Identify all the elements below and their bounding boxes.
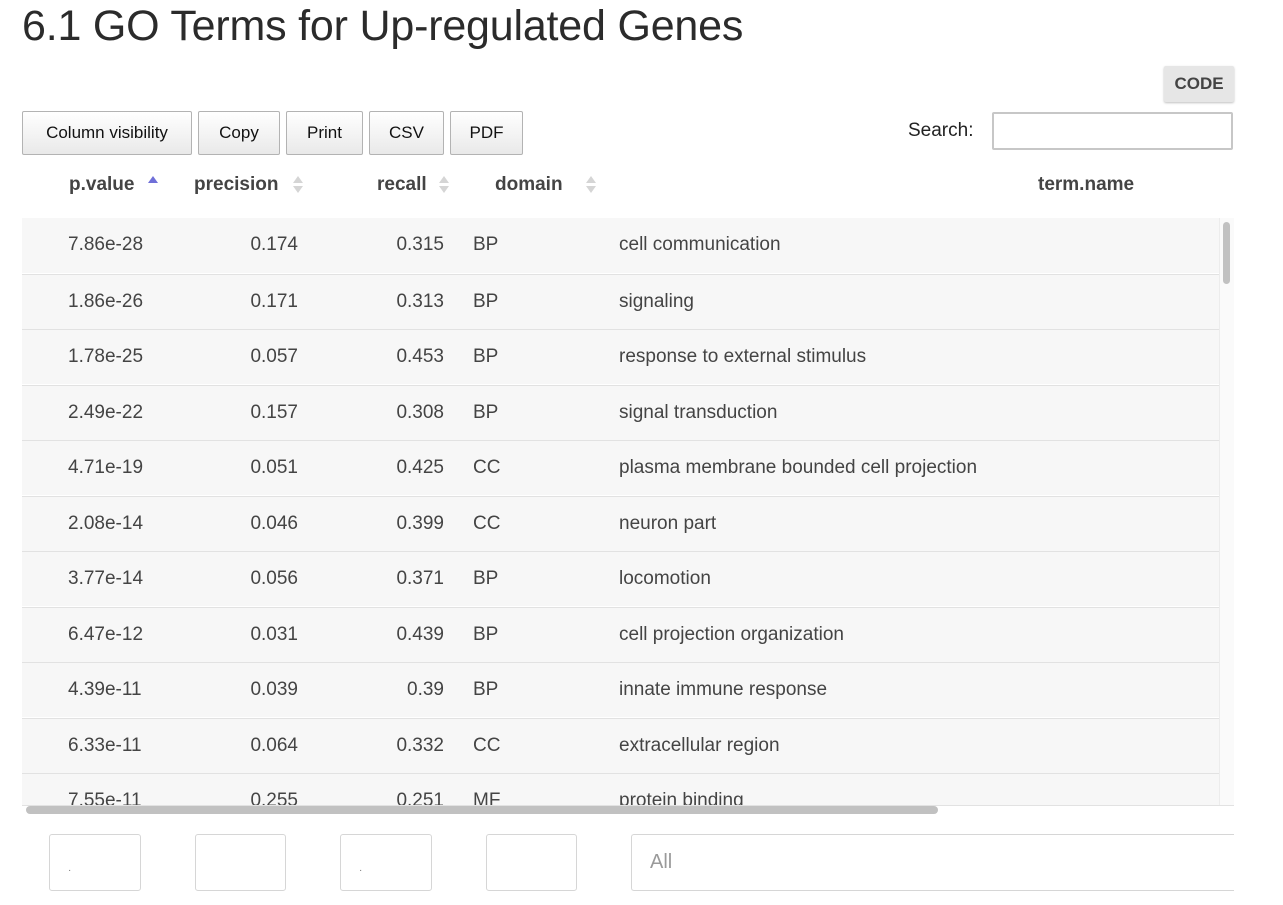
table-row[interactable]: 1.78e-25 0.057 0.453 BP response to exte… (22, 329, 1219, 384)
cell-precision: 0.039 (250, 679, 298, 700)
cell-p-value: 4.71e-19 (68, 457, 144, 478)
pdf-button[interactable]: PDF (450, 111, 523, 155)
cell-recall: 0.399 (396, 513, 444, 534)
cell-precision: 0.057 (250, 346, 298, 367)
cell-recall: 0.332 (396, 735, 444, 756)
cell-term-name: response to external stimulus (619, 346, 867, 367)
cell-precision: 0.171 (250, 291, 298, 312)
cell-domain: MF (473, 790, 501, 806)
p-value-filter[interactable]: · (49, 834, 141, 891)
cell-domain: BP (473, 291, 499, 312)
sort-ascending-icon[interactable] (148, 176, 158, 198)
sort-icon[interactable] (439, 176, 449, 198)
table-row[interactable]: 2.08e-14 0.046 0.399 CC neuron part (22, 496, 1219, 551)
domain-filter[interactable] (486, 834, 577, 891)
table-row[interactable]: 3.77e-14 0.056 0.371 BP locomotion (22, 551, 1219, 606)
vertical-scrollbar-track[interactable] (1219, 218, 1234, 805)
table-row[interactable]: 7.55e-11 0.255 0.251 MF protein binding (22, 773, 1219, 806)
cell-term-name: cell projection organization (619, 624, 844, 645)
cell-p-value: 2.08e-14 (68, 513, 144, 534)
cell-term-name: cell communication (619, 234, 781, 255)
cell-p-value: 7.55e-11 (68, 790, 142, 806)
cell-precision: 0.031 (250, 624, 298, 645)
cell-recall: 0.453 (396, 346, 444, 367)
cell-term-name: signal transduction (619, 402, 778, 423)
cell-recall: 0.371 (396, 568, 444, 589)
table-row[interactable]: 6.47e-12 0.031 0.439 BP cell projection … (22, 607, 1219, 662)
column-header-p-value[interactable]: p.value (69, 174, 135, 195)
table-row[interactable]: 2.49e-22 0.157 0.308 BP signal transduct… (22, 385, 1219, 440)
cell-domain: BP (473, 234, 499, 255)
cell-domain: BP (473, 346, 499, 367)
cell-p-value: 1.78e-25 (68, 346, 144, 367)
copy-button[interactable]: Copy (198, 111, 280, 155)
column-header-domain[interactable]: domain (495, 174, 563, 195)
cell-precision: 0.174 (250, 234, 298, 255)
cell-p-value: 2.49e-22 (68, 402, 144, 423)
print-button[interactable]: Print (286, 111, 363, 155)
cell-domain: CC (473, 513, 501, 534)
table-header: p.value precision recall domain term.nam… (22, 166, 1219, 210)
table-row[interactable]: 7.86e-28 0.174 0.315 BP cell communicati… (22, 218, 1219, 273)
cell-domain: BP (473, 402, 499, 423)
vertical-scrollbar-thumb[interactable] (1223, 222, 1230, 284)
cell-recall: 0.315 (396, 234, 444, 255)
sort-icon[interactable] (586, 176, 596, 198)
cell-precision: 0.046 (250, 513, 298, 534)
filter-handle-icon: · (68, 865, 72, 876)
cell-precision: 0.056 (250, 568, 298, 589)
column-header-precision[interactable]: precision (194, 174, 279, 195)
table-row[interactable]: 1.86e-26 0.171 0.313 BP signaling (22, 274, 1219, 329)
table-row[interactable]: 4.71e-19 0.051 0.425 CC plasma membrane … (22, 440, 1219, 495)
cell-term-name: signaling (619, 291, 694, 312)
cell-term-name: protein binding (619, 790, 744, 806)
cell-recall: 0.439 (396, 624, 444, 645)
sort-icon[interactable] (293, 176, 303, 198)
column-visibility-button[interactable]: Column visibility (22, 111, 192, 155)
cell-p-value: 1.86e-26 (68, 291, 144, 312)
table-body[interactable]: 7.86e-28 0.174 0.315 BP cell communicati… (22, 218, 1234, 806)
recall-filter[interactable]: · (340, 834, 432, 891)
cell-term-name: innate immune response (619, 679, 828, 700)
cell-recall: 0.425 (396, 457, 444, 478)
cell-precision: 0.255 (250, 790, 298, 806)
search-input[interactable] (992, 112, 1233, 150)
cell-precision: 0.064 (250, 735, 298, 756)
cell-domain: BP (473, 679, 499, 700)
cell-recall: 0.308 (396, 402, 444, 423)
column-filter-row: · · All (22, 818, 1234, 905)
cell-recall: 0.251 (396, 790, 444, 806)
cell-p-value: 4.39e-11 (68, 679, 142, 700)
cell-term-name: extracellular region (619, 735, 780, 756)
cell-domain: BP (473, 624, 499, 645)
cell-recall: 0.39 (407, 679, 444, 700)
cell-domain: CC (473, 735, 501, 756)
search-label: Search: (908, 120, 974, 141)
table-row[interactable]: 6.33e-11 0.064 0.332 CC extracellular re… (22, 718, 1219, 773)
term-name-filter[interactable]: All (631, 834, 1234, 891)
table-row[interactable]: 4.39e-11 0.039 0.39 BP innate immune res… (22, 662, 1219, 717)
precision-filter[interactable] (195, 834, 286, 891)
csv-button[interactable]: CSV (369, 111, 444, 155)
cell-domain: BP (473, 568, 499, 589)
cell-term-name: locomotion (619, 568, 711, 589)
cell-p-value: 6.33e-11 (68, 735, 142, 756)
code-button[interactable]: CODE (1164, 66, 1234, 102)
cell-p-value: 7.86e-28 (68, 234, 144, 255)
column-header-recall[interactable]: recall (377, 174, 427, 195)
cell-term-name: neuron part (619, 513, 717, 534)
cell-term-name: plasma membrane bounded cell projection (619, 457, 978, 478)
cell-recall: 0.313 (396, 291, 444, 312)
cell-precision: 0.051 (250, 457, 298, 478)
cell-p-value: 6.47e-12 (68, 624, 144, 645)
column-header-term-name[interactable]: term.name (1038, 174, 1135, 195)
cell-precision: 0.157 (250, 402, 298, 423)
cell-domain: CC (473, 457, 501, 478)
page-title: 6.1 GO Terms for Up-regulated Genes (22, 2, 744, 50)
horizontal-scrollbar-thumb[interactable] (26, 806, 938, 814)
cell-p-value: 3.77e-14 (68, 568, 144, 589)
filter-handle-icon: · (359, 865, 363, 876)
